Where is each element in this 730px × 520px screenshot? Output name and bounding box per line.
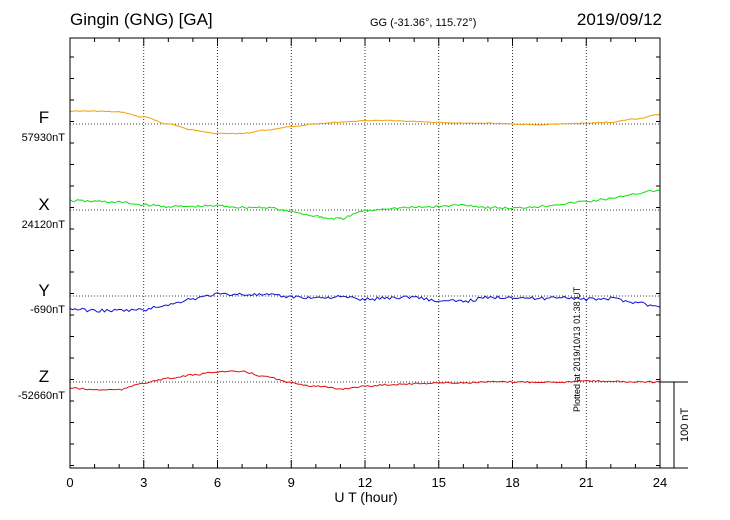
x-tick-label: 18 <box>505 475 519 490</box>
series-label-z: Z <box>38 367 50 386</box>
plot-frame <box>69 37 661 469</box>
x-tick-label: 6 <box>214 475 221 490</box>
series-line-f <box>70 110 661 135</box>
x-tick-label: 21 <box>579 475 593 490</box>
series-baseline-z: -52660nT <box>17 390 65 402</box>
scale-bar <box>660 381 688 469</box>
series-line-x <box>69 189 661 221</box>
scale-bar-label: 100 nT <box>679 407 691 442</box>
x-tick-label: 24 <box>653 475 667 490</box>
series-baseline-y: -690nT <box>30 304 65 316</box>
series-label-y: Y <box>38 281 50 300</box>
x-tick-label: 15 <box>432 475 446 490</box>
x-tick-label: 9 <box>288 475 295 490</box>
chart-title: Gingin (GNG) [GA] <box>70 10 213 29</box>
station-coordinates: GG (-31.36°, 115.72°) <box>370 17 477 29</box>
series-line-z <box>69 370 661 391</box>
chart-date: 2019/09/12 <box>576 10 662 29</box>
series-line-y <box>69 292 661 313</box>
x-axis-label: U T (hour) <box>334 489 398 505</box>
series-label-x: X <box>38 195 50 214</box>
x-tick-label: 0 <box>66 475 73 490</box>
series-traces <box>69 110 661 391</box>
series-label-f: F <box>38 108 50 127</box>
series-baseline-f: 57930nT <box>21 132 65 144</box>
plotted-timestamp: Plotted at 2019/10/13 01:38 UT <box>572 286 582 412</box>
axis-ticks: 0 3 6 9 12 15 18 21 24 <box>66 38 667 490</box>
x-tick-label: 3 <box>140 475 147 490</box>
x-tick-label: 12 <box>358 475 372 490</box>
series-baseline-x: 24120nT <box>21 219 65 231</box>
